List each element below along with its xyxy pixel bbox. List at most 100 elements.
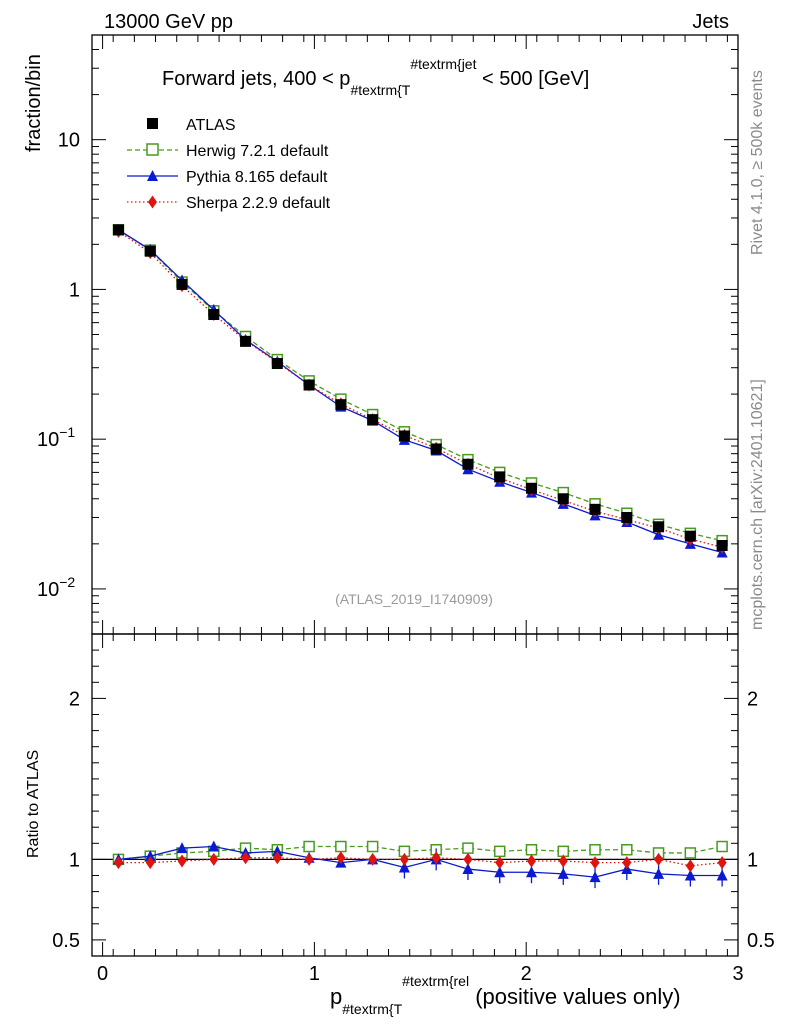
x-tick-label: 2 bbox=[521, 963, 532, 985]
series-line-main-herwig bbox=[118, 229, 723, 542]
data-point-main-atlas bbox=[684, 530, 696, 542]
data-point-main-atlas bbox=[589, 503, 601, 515]
data-point-ratio-sherpa bbox=[463, 852, 473, 866]
data-point-ratio-pythia bbox=[494, 866, 506, 878]
data-point-ratio-sherpa bbox=[431, 851, 441, 865]
data-point-main-atlas bbox=[208, 309, 220, 321]
x-axis-label-subscript: #textrm{T bbox=[342, 1001, 402, 1017]
legend-label-atlas: ATLAS bbox=[186, 117, 236, 134]
data-point-main-atlas bbox=[557, 493, 569, 505]
data-point-ratio-sherpa bbox=[558, 854, 568, 868]
data-point-ratio-herwig bbox=[621, 843, 633, 856]
header-right-label: Jets bbox=[692, 11, 729, 33]
data-point-ratio-pythia bbox=[176, 842, 188, 854]
x-axis-label-prefix: p bbox=[330, 984, 342, 1009]
data-point-main-atlas bbox=[653, 521, 665, 533]
y-tick-label-exponent: −2 bbox=[59, 574, 75, 590]
data-point-main-atlas bbox=[462, 458, 474, 470]
data-point-ratio-pythia bbox=[589, 871, 601, 883]
y-tick-label-ratio-right: 1 bbox=[747, 849, 758, 871]
legend-marker-pythia bbox=[147, 170, 158, 181]
x-tick-label: 1 bbox=[309, 963, 320, 985]
data-point-main-atlas bbox=[398, 430, 410, 442]
data-point-ratio-sherpa bbox=[209, 852, 219, 866]
plot-title-suffix: < 500 [GeV] bbox=[476, 68, 589, 90]
data-point-ratio-pythia bbox=[684, 869, 696, 881]
data-point-ratio-pythia bbox=[398, 861, 410, 873]
data-point-ratio-herwig bbox=[716, 840, 728, 853]
data-point-ratio-pythia bbox=[144, 850, 156, 862]
x-tick-label: 3 bbox=[732, 963, 743, 985]
plot-title-subscript: #textrm{T bbox=[350, 82, 410, 98]
mcplots-reference-label: mcplots.cern.ch [arXiv:2401.10621] bbox=[749, 379, 766, 630]
data-point-main-atlas bbox=[112, 224, 124, 236]
series-line-ratio-sherpa bbox=[118, 857, 723, 867]
data-point-ratio-sherpa bbox=[241, 851, 251, 865]
data-point-ratio-herwig bbox=[525, 843, 538, 856]
y-tick-label-main: 10 bbox=[58, 130, 80, 152]
data-point-main-atlas bbox=[335, 399, 347, 411]
data-point-ratio-herwig bbox=[589, 843, 601, 856]
legend-label-sherpa: Sherpa 2.2.9 default bbox=[186, 195, 331, 212]
rivet-version-label: Rivet 4.1.0, ≥ 500k events bbox=[749, 70, 766, 255]
data-point-main-atlas bbox=[144, 245, 156, 257]
plot-title: Forward jets, 400 < p#textrm{T#textrm{je… bbox=[162, 56, 589, 98]
data-point-ratio-herwig bbox=[303, 840, 315, 853]
ratio-panel-frame bbox=[91, 633, 739, 957]
y-tick-label-base: 10 bbox=[37, 579, 59, 601]
legend-entry-atlas: ATLAS bbox=[147, 117, 236, 134]
data-point-ratio-sherpa bbox=[368, 852, 378, 866]
legend-marker-atlas bbox=[147, 118, 158, 129]
data-point-main-atlas bbox=[494, 471, 506, 483]
header-left-label: 13000 GeV pp bbox=[104, 11, 233, 33]
data-point-ratio-sherpa bbox=[399, 852, 409, 866]
data-point-ratio-sherpa bbox=[145, 856, 155, 870]
y-tick-label-ratio-left: 2 bbox=[69, 688, 80, 710]
data-point-ratio-sherpa bbox=[685, 859, 695, 873]
y-tick-label-base: 10 bbox=[37, 429, 59, 451]
data-point-ratio-pythia bbox=[525, 866, 537, 878]
series-line-ratio-pythia bbox=[118, 845, 723, 878]
data-point-ratio-pythia bbox=[271, 845, 283, 857]
data-point-main-atlas bbox=[621, 511, 633, 523]
series-pythia bbox=[112, 223, 728, 889]
data-point-main-atlas bbox=[271, 358, 283, 370]
data-point-ratio-sherpa bbox=[590, 856, 600, 870]
data-point-ratio-herwig bbox=[462, 842, 474, 854]
data-point-ratio-pythia bbox=[716, 869, 728, 881]
x-axis-label: p#textrm{T#textrm{rel (positive values o… bbox=[330, 973, 681, 1017]
data-point-main-atlas bbox=[525, 482, 537, 494]
data-point-ratio-pythia bbox=[653, 867, 665, 879]
data-point-main-atlas bbox=[240, 335, 252, 347]
y-tick-label-ratio-right: 0.5 bbox=[747, 930, 775, 952]
data-point-ratio-sherpa bbox=[177, 854, 187, 868]
y-axis-label-main: fraction/bin bbox=[23, 54, 45, 152]
plot-title-superscript: #textrm{jet bbox=[410, 56, 476, 72]
x-tick-label: 0 bbox=[97, 963, 108, 985]
legend-entry-herwig: Herwig 7.2.1 default bbox=[127, 143, 329, 160]
data-point-ratio-sherpa bbox=[495, 856, 505, 870]
legend-marker-sherpa bbox=[148, 195, 157, 209]
data-point-ratio-herwig bbox=[366, 840, 379, 853]
data-point-ratio-sherpa bbox=[272, 851, 282, 865]
legend-marker-herwig bbox=[146, 143, 159, 156]
data-point-main-atlas bbox=[367, 414, 379, 426]
data-point-main-atlas bbox=[303, 379, 315, 391]
data-point-ratio-sherpa bbox=[336, 851, 346, 865]
data-point-ratio-pythia bbox=[208, 840, 220, 852]
y-tick-label-ratio-left: 1 bbox=[69, 849, 80, 871]
data-point-main-atlas bbox=[176, 278, 188, 290]
legend-label-herwig: Herwig 7.2.1 default bbox=[186, 143, 329, 160]
data-point-ratio-herwig bbox=[493, 845, 506, 858]
data-point-ratio-pythia bbox=[462, 863, 474, 875]
data-point-ratio-sherpa bbox=[304, 852, 314, 866]
series-sherpa bbox=[113, 224, 727, 873]
y-tick-label-main: 1 bbox=[69, 279, 80, 301]
data-point-ratio-herwig bbox=[335, 840, 347, 853]
data-point-main-atlas bbox=[716, 539, 728, 551]
legend-label-pythia: Pythia 8.165 default bbox=[186, 169, 328, 186]
legend-entry-sherpa: Sherpa 2.2.9 default bbox=[127, 195, 331, 212]
plot-title-prefix: Forward jets, 400 < p bbox=[162, 68, 350, 90]
data-point-main-atlas bbox=[430, 443, 442, 455]
